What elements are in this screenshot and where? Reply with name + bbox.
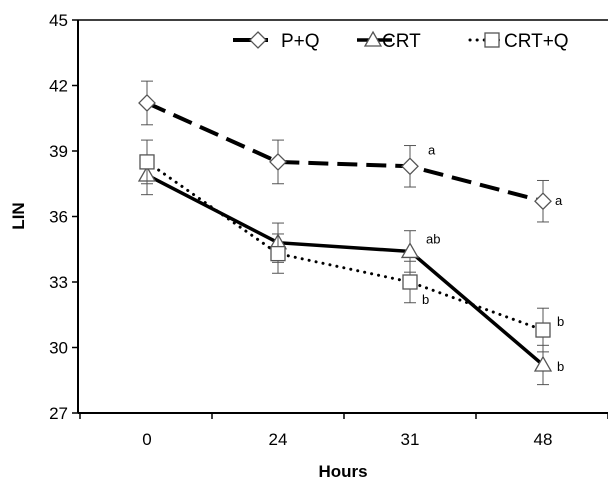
significance-label: b (422, 292, 429, 307)
y-tick-label: 42 (49, 77, 68, 96)
series-layer (137, 80, 553, 386)
legend: P+Q CRT CRT+Q (233, 30, 569, 52)
series-CRT (137, 154, 553, 386)
legend-label: P+Q (281, 31, 320, 52)
legend-label: CRT+Q (504, 31, 569, 52)
diamond-marker (269, 152, 287, 171)
y-tick-label: 33 (49, 273, 68, 292)
significance-label: b (557, 359, 564, 374)
series-line (145, 160, 545, 332)
x-tick-label: 31 (401, 430, 420, 449)
y-axis-title: LIN (9, 202, 28, 229)
significance-label: a (555, 193, 563, 208)
y-tick-label: 30 (49, 339, 68, 358)
x-axis-title: Hours (318, 462, 367, 481)
series-line (146, 101, 544, 204)
y-tick-label: 45 (49, 11, 68, 30)
triangle-marker (400, 242, 420, 259)
significance-label: ab (426, 231, 440, 246)
series-P+Q (138, 80, 552, 223)
y-tick-label: 39 (49, 142, 68, 161)
annotation-layer: a a ab b b b (422, 142, 564, 374)
triangle-marker (533, 355, 553, 372)
x-ticks: 0 24 31 48 (79, 413, 608, 449)
x-tick-label: 24 (269, 430, 288, 449)
square-marker (484, 32, 500, 48)
series-CRT+Q (139, 139, 551, 353)
square-marker (535, 322, 551, 338)
x-tick-label: 0 (142, 430, 151, 449)
triangle-marker (363, 30, 383, 47)
significance-label: b (557, 314, 564, 329)
series-line (146, 173, 545, 367)
y-tick-label: 27 (49, 404, 68, 423)
square-marker (402, 274, 418, 290)
legend-label: CRT (382, 31, 421, 52)
x-tick-label: 48 (534, 430, 553, 449)
diamond-marker (401, 157, 419, 176)
y-ticks: 27 30 33 36 39 42 45 (49, 11, 78, 423)
diamond-marker (249, 31, 267, 49)
square-marker (270, 245, 286, 262)
y-tick-label: 36 (49, 208, 68, 227)
diamond-marker (138, 94, 156, 112)
diamond-marker (534, 192, 552, 211)
square-marker (139, 154, 155, 170)
significance-label: a (428, 142, 436, 157)
